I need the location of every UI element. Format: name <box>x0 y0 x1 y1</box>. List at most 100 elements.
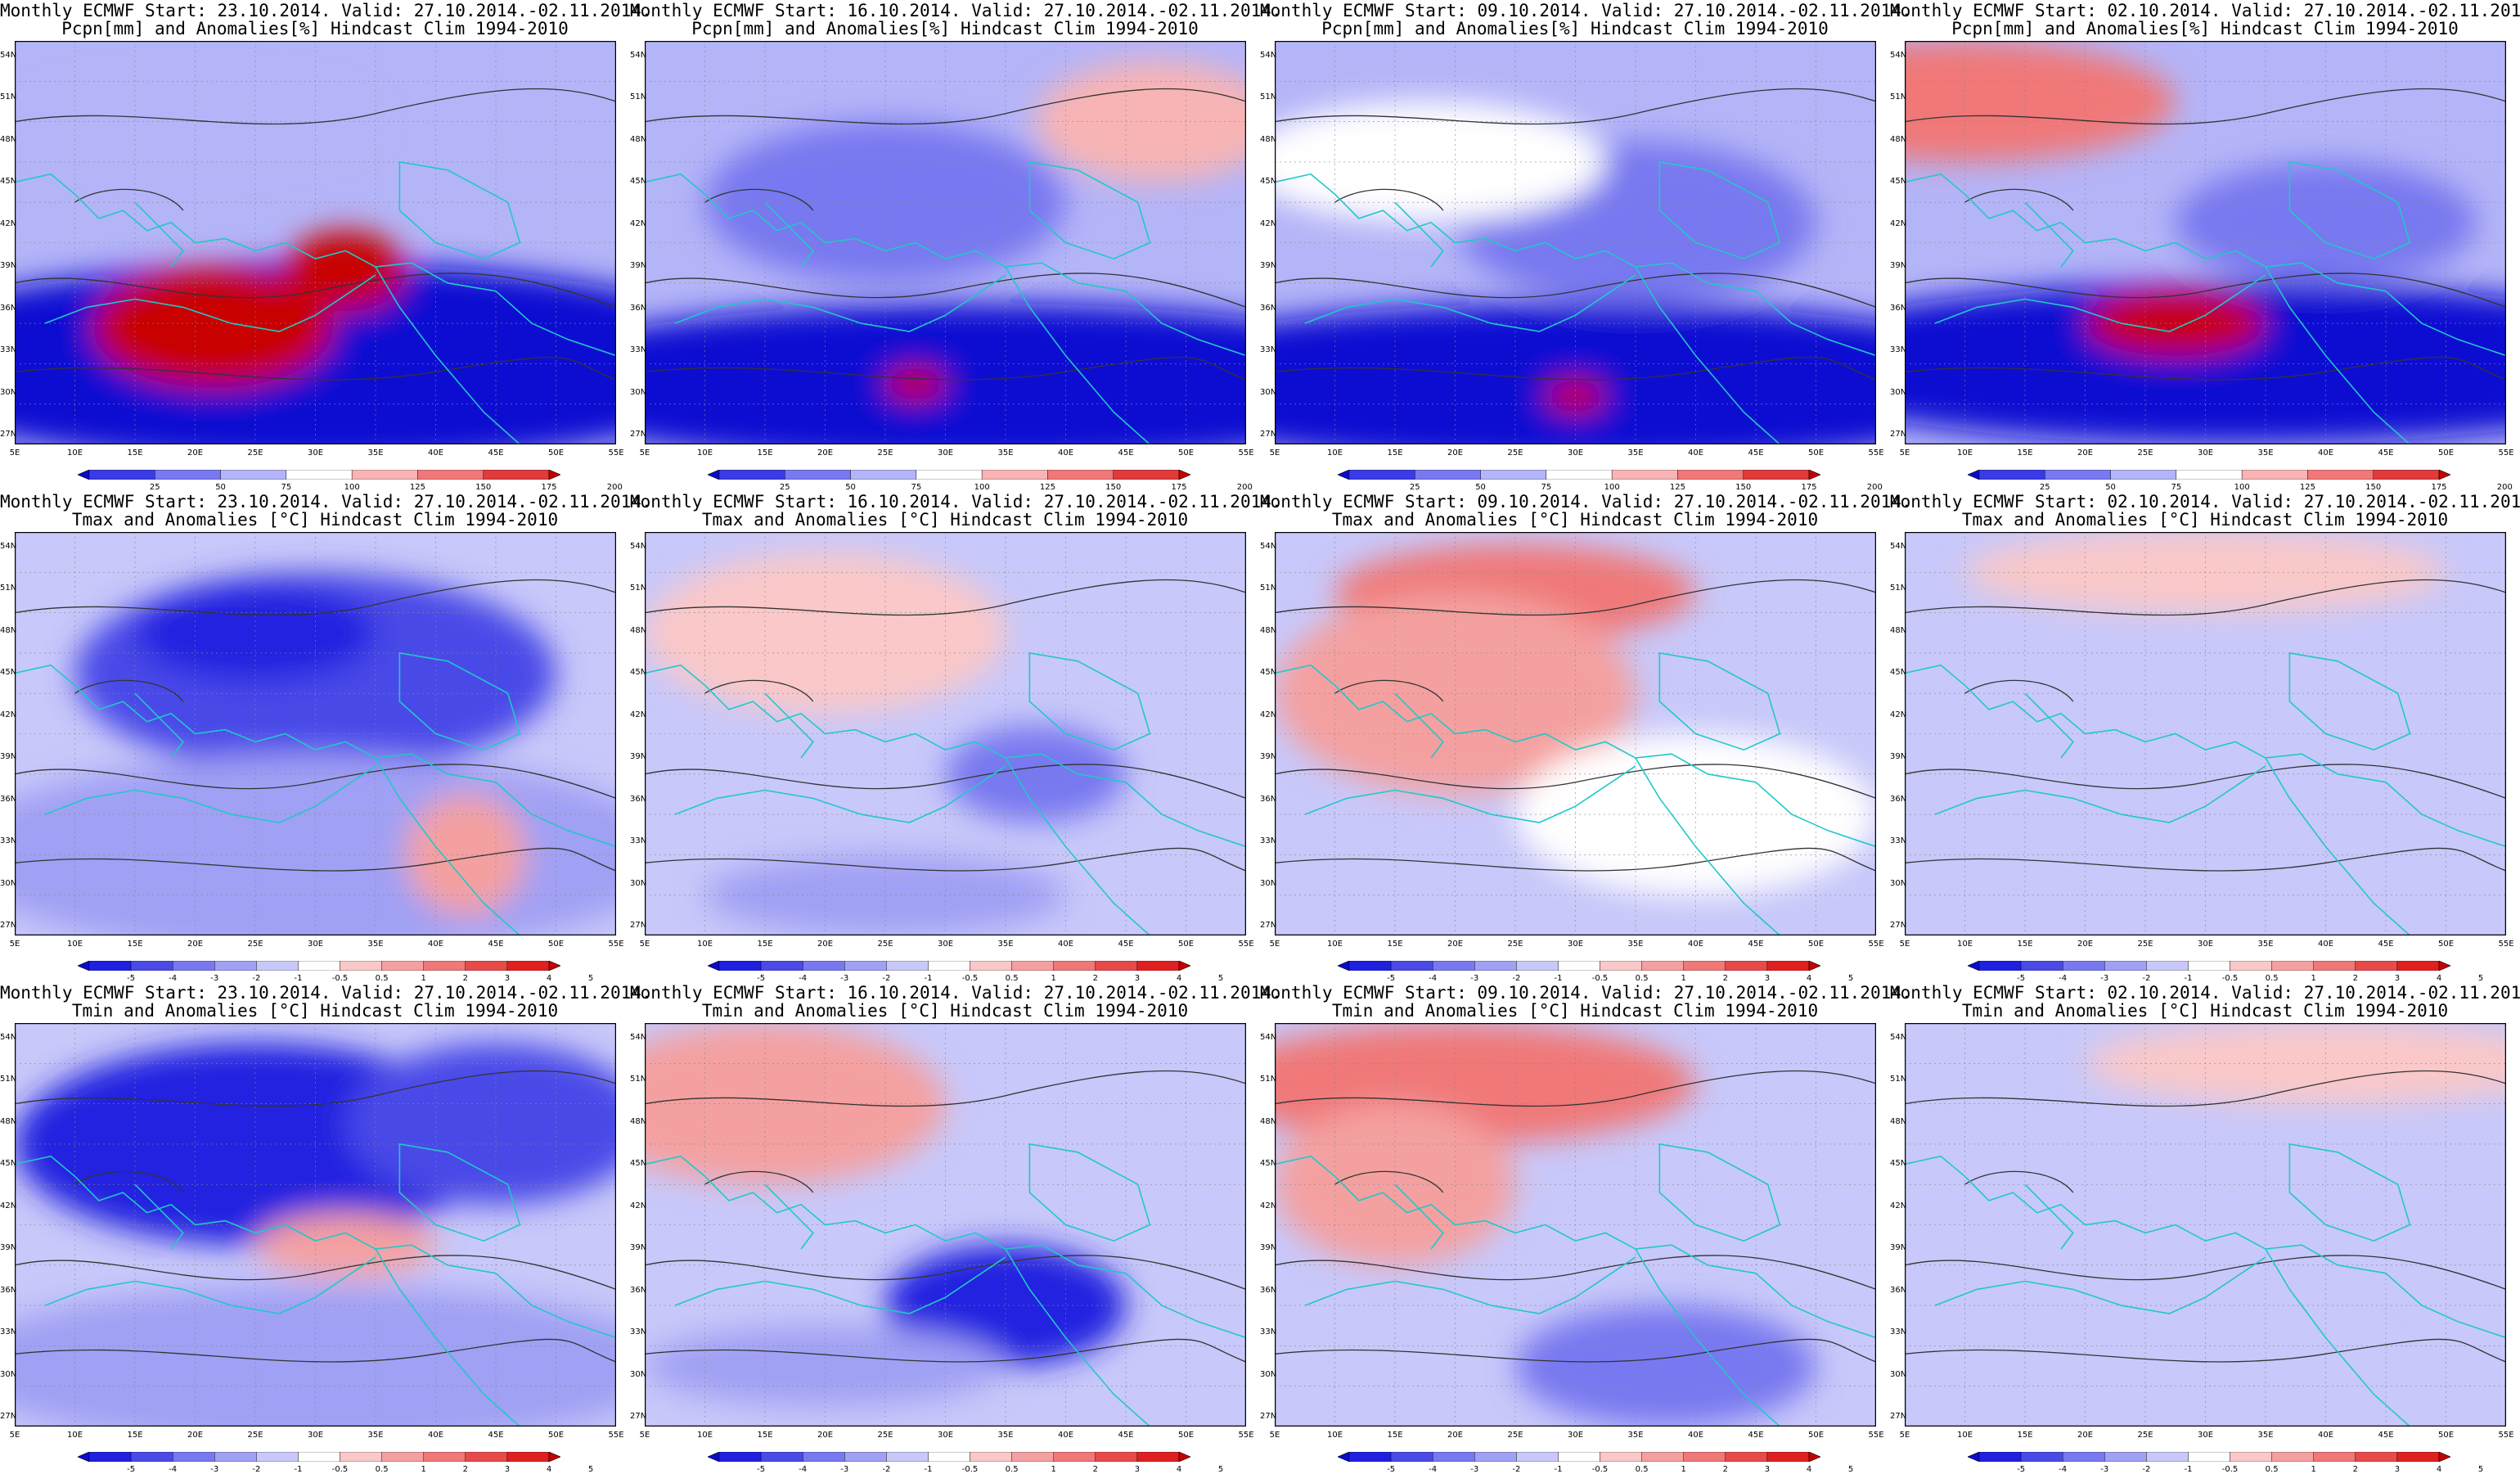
panel-title-line1: Monthly ECMWF Start: 23.10.2014. Valid: … <box>0 492 652 512</box>
colorbar-label: 1 <box>1681 1465 1686 1474</box>
map-plot-area <box>645 41 1246 444</box>
lon-tick-label: 30E <box>1567 940 1584 949</box>
lon-tick-label: 55E <box>1868 940 1884 949</box>
coastline <box>1275 1155 1757 1274</box>
contour-line <box>645 764 1246 800</box>
coastline <box>1635 757 1780 935</box>
colorbar-label: 5 <box>1847 974 1854 983</box>
lat-tick-label: 48N <box>1260 134 1277 144</box>
lat-tick-label: 48N <box>0 625 17 635</box>
lon-tick-label: 20E <box>817 940 834 949</box>
colorbar-label: 25 <box>1409 483 1420 492</box>
lon-tick-label: 45E <box>1118 1431 1134 1440</box>
lon-tick-label: 20E <box>187 449 204 458</box>
lon-tick-label: 35E <box>1627 940 1644 949</box>
lat-tick-label: 51N <box>1260 1075 1277 1084</box>
lat-tick-label: 39N <box>1260 261 1277 271</box>
lat-tick-label: 27N <box>1890 430 1907 439</box>
contour-line <box>1964 1170 2074 1193</box>
colorbar-label: 100 <box>1604 483 1620 492</box>
lon-tick-label: 45E <box>488 940 504 949</box>
colorbar <box>1338 1452 1820 1462</box>
coastline <box>1005 757 1150 935</box>
colorbar-label: 175 <box>2431 483 2447 492</box>
lat-tick-label: 54N <box>1890 1033 1907 1042</box>
lat-tick-label: 30N <box>1890 1369 1907 1379</box>
lon-tick-label: 55E <box>1868 449 1884 458</box>
anomaly-area <box>2175 161 2477 283</box>
colorbar-label: 3 <box>2394 974 2401 983</box>
colorbar-label: -3 <box>2100 974 2109 983</box>
colorbar-label: -3 <box>1470 1465 1479 1474</box>
coastline <box>15 1155 497 1274</box>
panel-title-line1: Monthly ECMWF Start: 23.10.2014. Valid: … <box>0 983 652 1003</box>
lon-tick-label: 45E <box>488 1431 504 1440</box>
colorbar-label: -1 <box>2184 974 2193 983</box>
map-panel-precip-2: Monthly ECMWF Start: 16.10.2014. Valid: … <box>630 0 1282 492</box>
lat-tick-label: 39N <box>1890 1243 1907 1253</box>
map-plot-area <box>1905 41 2506 444</box>
colorbar-label: -5 <box>757 974 766 983</box>
panel-title-line2: Pcpn[mm] and Anomalies[%] Hindcast Clim … <box>1951 19 2459 38</box>
contour-line <box>645 1255 1246 1291</box>
coastline <box>1658 1143 1781 1242</box>
lon-tick-label: 30E <box>937 940 954 949</box>
colorbar-label: 150 <box>1735 483 1752 492</box>
colorbar-label: 3 <box>504 974 511 983</box>
lat-tick-label: 33N <box>1890 345 1907 355</box>
panel-title-line1: Monthly ECMWF Start: 16.10.2014. Valid: … <box>630 492 1282 512</box>
colorbar-label: 150 <box>1105 483 1122 492</box>
lon-tick-label: 15E <box>757 940 773 949</box>
lat-tick-label: 54N <box>0 1033 17 1042</box>
lon-tick-label: 25E <box>2137 1431 2153 1440</box>
colorbar-label: 125 <box>1669 483 1685 492</box>
lon-tick-label: 5E <box>9 1431 20 1440</box>
lat-tick-label: 33N <box>630 836 647 846</box>
lon-tick-label: 45E <box>2378 449 2394 458</box>
lon-tick-label: 25E <box>1507 449 1523 458</box>
contour-line <box>15 1255 616 1291</box>
lon-tick-label: 35E <box>367 940 384 949</box>
lon-tick-label: 20E <box>1447 449 1464 458</box>
lon-tick-label: 25E <box>247 449 263 458</box>
panel-title-line1: Monthly ECMWF Start: 09.10.2014. Valid: … <box>1260 983 1912 1003</box>
lat-tick-label: 45N <box>1260 1159 1277 1169</box>
lon-tick-label: 40E <box>1057 1431 1074 1440</box>
colorbar <box>78 1452 560 1462</box>
anomaly-area <box>1275 303 1876 444</box>
lat-tick-label: 45N <box>0 177 17 187</box>
lat-tick-label: 45N <box>1890 668 1907 678</box>
lat-tick-label: 36N <box>1260 794 1277 804</box>
colorbar-label: 0.5 <box>1635 974 1649 983</box>
lat-tick-label: 42N <box>1260 710 1277 719</box>
colorbar-label: -3 <box>840 1465 849 1474</box>
lon-tick-label: 20E <box>817 1431 834 1440</box>
anomaly-area <box>885 1245 1126 1367</box>
coastline <box>1755 1273 1876 1339</box>
anomaly-area <box>255 1212 436 1278</box>
lon-tick-label: 5E <box>639 1431 650 1440</box>
colorbar-label: 2 <box>1722 974 1728 983</box>
lon-tick-label: 40E <box>427 940 444 949</box>
coastline <box>44 765 376 823</box>
lon-tick-label: 5E <box>1899 449 1910 458</box>
coastline <box>495 1273 616 1339</box>
lat-tick-label: 42N <box>0 710 17 719</box>
colorbar-label: -1 <box>294 974 303 983</box>
contour-line <box>74 188 184 211</box>
colorbar-label: 3 <box>2394 1465 2401 1474</box>
map-plot-area <box>1275 532 1876 935</box>
coastline <box>1635 266 1780 444</box>
coastline <box>1755 782 1876 848</box>
lon-tick-label: 25E <box>877 1431 893 1440</box>
lat-tick-label: 54N <box>1260 542 1277 551</box>
colorbar-label: -3 <box>2100 1465 2109 1474</box>
map-panel-tmin-4: Monthly ECMWF Start: 02.10.2014. Valid: … <box>1890 982 2520 1474</box>
colorbar-label: -0.5 <box>961 1465 979 1474</box>
lat-tick-label: 30N <box>0 387 17 397</box>
lon-tick-label: 10E <box>696 1431 713 1440</box>
coastline <box>375 757 520 935</box>
colorbar-label: 4 <box>2436 1465 2442 1474</box>
anomaly-area <box>645 552 1006 714</box>
contour-line <box>15 356 616 381</box>
